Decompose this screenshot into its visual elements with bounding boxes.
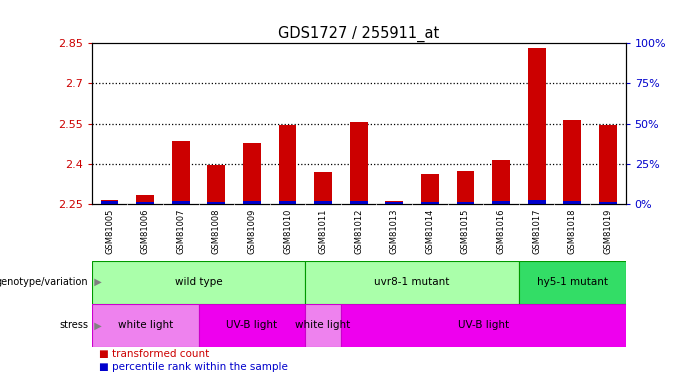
- Bar: [199, 304, 305, 347]
- Bar: [492, 201, 510, 204]
- Bar: [172, 141, 190, 204]
- Bar: [136, 195, 154, 204]
- Bar: [314, 172, 332, 204]
- Text: UV-B light: UV-B light: [458, 320, 509, 330]
- Bar: [563, 201, 581, 204]
- Bar: [243, 142, 261, 204]
- Bar: [314, 201, 332, 204]
- Text: ■ transformed count: ■ transformed count: [99, 350, 209, 359]
- Text: GSM81013: GSM81013: [390, 209, 398, 254]
- Text: genotype/variation: genotype/variation: [0, 277, 88, 287]
- Bar: [136, 202, 154, 204]
- Text: white light: white light: [118, 320, 173, 330]
- Bar: [279, 125, 296, 204]
- Text: GSM81010: GSM81010: [283, 209, 292, 254]
- Bar: [599, 202, 617, 204]
- Text: GSM81007: GSM81007: [176, 209, 185, 254]
- Text: GSM81016: GSM81016: [496, 209, 505, 254]
- Text: UV-B light: UV-B light: [226, 320, 277, 330]
- Bar: [279, 201, 296, 204]
- Bar: [386, 201, 403, 204]
- Bar: [92, 261, 305, 304]
- Bar: [519, 261, 626, 304]
- Text: GSM81012: GSM81012: [354, 209, 363, 254]
- Text: GSM81019: GSM81019: [603, 209, 612, 254]
- Bar: [386, 202, 403, 204]
- Bar: [456, 202, 475, 204]
- Title: GDS1727 / 255911_at: GDS1727 / 255911_at: [278, 26, 439, 42]
- Text: hy5-1 mutant: hy5-1 mutant: [537, 277, 608, 287]
- Text: ■ percentile rank within the sample: ■ percentile rank within the sample: [99, 363, 288, 372]
- Text: ▶: ▶: [88, 277, 102, 287]
- Bar: [528, 200, 545, 204]
- Bar: [305, 261, 519, 304]
- Bar: [172, 201, 190, 204]
- Bar: [243, 201, 261, 204]
- Bar: [305, 304, 341, 347]
- Bar: [350, 122, 368, 204]
- Bar: [421, 202, 439, 204]
- Text: GSM81018: GSM81018: [568, 209, 577, 254]
- Text: GSM81011: GSM81011: [319, 209, 328, 254]
- Bar: [101, 201, 118, 204]
- Bar: [207, 165, 225, 204]
- Bar: [456, 171, 475, 204]
- Text: GSM81009: GSM81009: [248, 209, 256, 254]
- Text: white light: white light: [296, 320, 351, 330]
- Text: stress: stress: [59, 320, 88, 330]
- Text: GSM81005: GSM81005: [105, 209, 114, 254]
- Bar: [563, 120, 581, 204]
- Bar: [492, 160, 510, 204]
- Bar: [101, 200, 118, 204]
- Bar: [350, 201, 368, 204]
- Text: ▶: ▶: [88, 320, 102, 330]
- Bar: [341, 304, 626, 347]
- Bar: [92, 304, 199, 347]
- Bar: [421, 174, 439, 204]
- Bar: [528, 48, 545, 204]
- Text: GSM81006: GSM81006: [141, 209, 150, 254]
- Text: GSM81017: GSM81017: [532, 209, 541, 254]
- Bar: [207, 202, 225, 204]
- Text: wild type: wild type: [175, 277, 222, 287]
- Text: uvr8-1 mutant: uvr8-1 mutant: [375, 277, 449, 287]
- Bar: [599, 125, 617, 204]
- Text: GSM81008: GSM81008: [212, 209, 221, 254]
- Text: GSM81014: GSM81014: [426, 209, 435, 254]
- Text: GSM81015: GSM81015: [461, 209, 470, 254]
